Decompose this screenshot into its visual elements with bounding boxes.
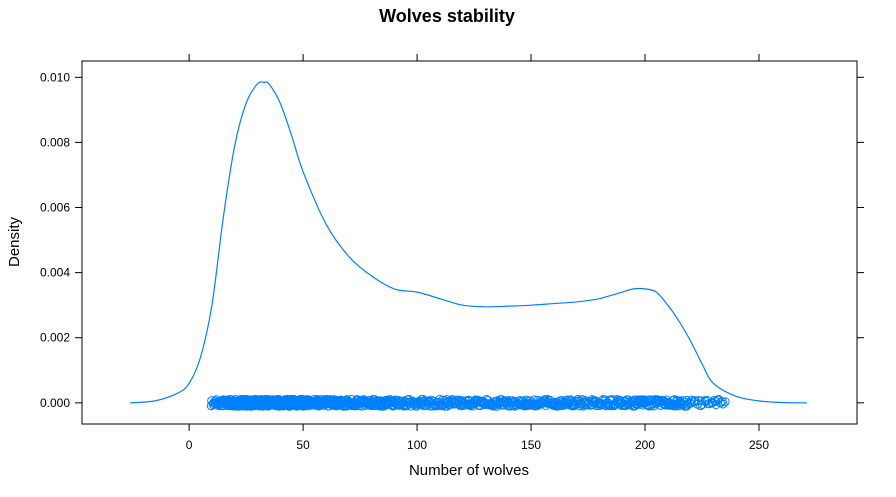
rug-layer: [206, 394, 730, 411]
y-tick-label: 0.000: [40, 396, 70, 410]
x-tick-label: 150: [521, 438, 541, 452]
x-tick-label: 100: [407, 438, 427, 452]
x-tick-label: 50: [296, 438, 310, 452]
y-tick-label: 0.004: [40, 266, 70, 280]
chart-title: Wolves stability: [379, 6, 515, 26]
axes-layer: 0 50 100 150 200 250 0.000 0.002 0.004 0.006 0.008…: [40, 54, 864, 452]
rug-point: [682, 395, 692, 405]
x-axis-label: Number of wolves: [409, 462, 529, 479]
x-tick-label: 0: [186, 438, 193, 452]
plot-frame: [81, 60, 858, 425]
rug-point: [720, 397, 730, 407]
curve-layer: [129, 81, 807, 404]
rug-point: [718, 399, 728, 409]
density-curve: [129, 81, 807, 404]
y-tick-label: 0.010: [40, 70, 70, 84]
y-tick-label: 0.006: [40, 201, 70, 215]
x-tick-label: 250: [749, 438, 769, 452]
y-tick-label: 0.008: [40, 135, 70, 149]
y-axis-label: Density: [6, 216, 23, 267]
x-tick-label: 200: [635, 438, 655, 452]
y-tick-label: 0.002: [40, 331, 70, 345]
rug-point: [665, 400, 675, 410]
